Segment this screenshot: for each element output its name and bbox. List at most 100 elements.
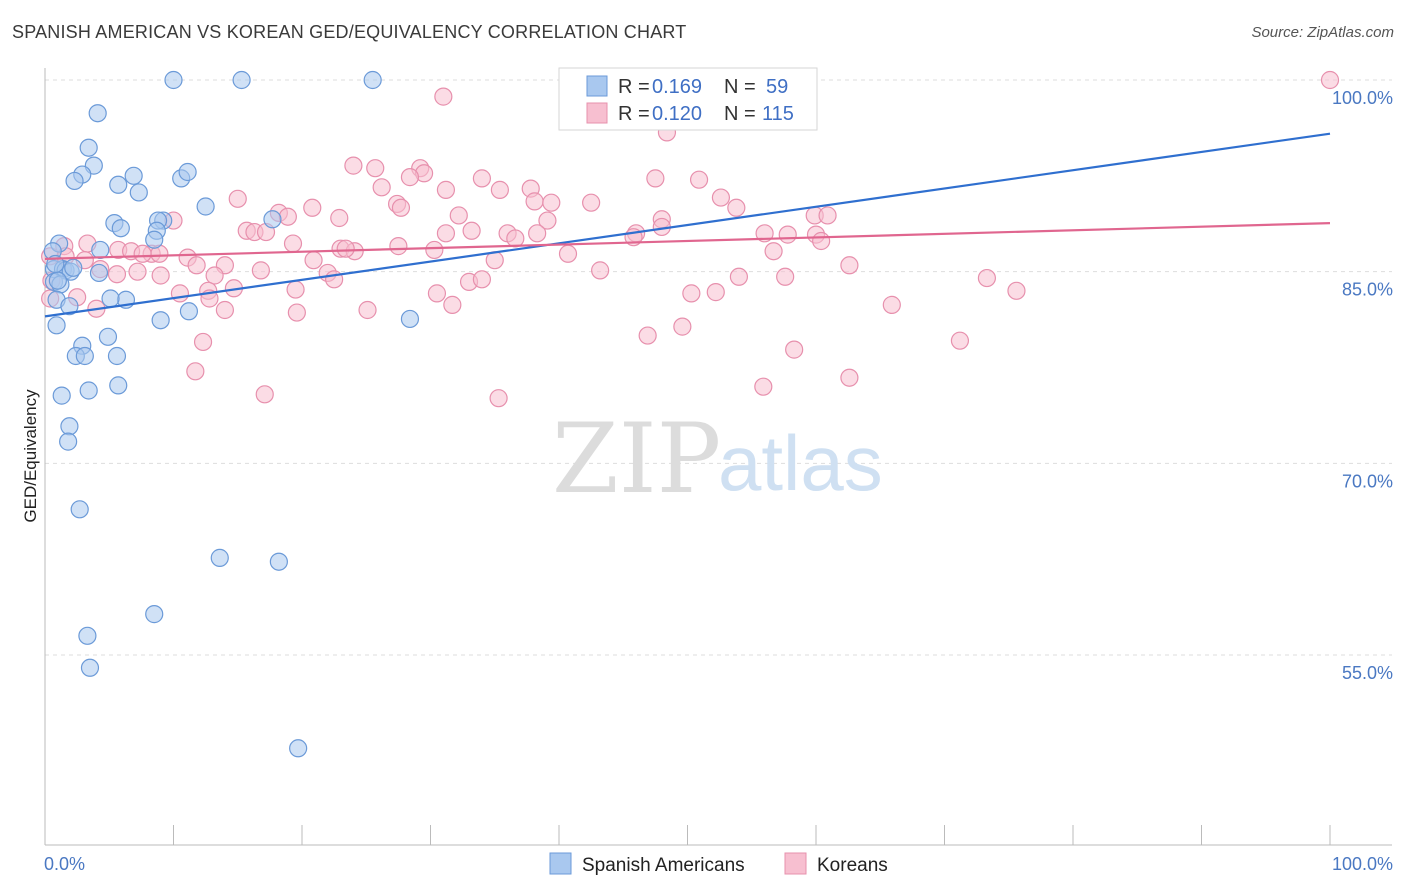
spanish-american-point	[363, 70, 382, 90]
korean-point	[682, 284, 701, 303]
axes	[44, 68, 1392, 846]
korean-point	[1320, 70, 1340, 90]
korean-point	[287, 303, 306, 322]
korean-point	[818, 206, 837, 225]
korean-point	[251, 261, 270, 280]
y-axis-label: GED/Equivalency	[21, 389, 40, 523]
spanish-american-point	[145, 230, 164, 249]
legend-n-label: N =	[724, 103, 756, 125]
spanish-american-point	[52, 386, 71, 405]
korean-point	[711, 188, 731, 207]
korean-point	[389, 237, 408, 256]
gridlines	[45, 79, 1392, 656]
korean-point	[330, 208, 349, 228]
korean-points	[41, 70, 1340, 408]
korean-point	[542, 193, 561, 212]
korean-trend-line	[44, 222, 1331, 260]
spanish-american-point	[64, 258, 83, 277]
legend-r-label: R =	[618, 103, 650, 125]
series-legend: Spanish Americans Koreans	[549, 852, 888, 876]
spanish-american-point	[263, 210, 282, 229]
legend-n-label: N =	[724, 76, 756, 98]
spanish-american-point	[179, 302, 199, 321]
y-tick-label: 85.0%	[1342, 280, 1393, 300]
korean-point	[706, 283, 725, 302]
korean-point	[528, 224, 547, 243]
spanish-american-point	[98, 327, 118, 346]
spanish-american-point	[400, 309, 420, 329]
korean-point	[425, 240, 444, 260]
korean-point	[472, 169, 491, 188]
y-tick-label: 55.0%	[1342, 663, 1393, 683]
korean-point	[336, 239, 355, 258]
spanish-american-point	[80, 658, 100, 677]
spanish-american-point	[210, 548, 229, 567]
korean-point	[344, 156, 363, 175]
korean-point	[490, 180, 509, 199]
spanish-american-point	[79, 138, 98, 157]
korean-point	[462, 221, 481, 240]
spanish-american-point	[178, 162, 197, 182]
spanish-american-point	[79, 381, 98, 400]
korean-point	[278, 207, 297, 226]
legend-swatch-koreans	[586, 102, 608, 124]
korean-point	[107, 265, 127, 284]
spanish-american-point	[60, 297, 79, 316]
korean-point	[525, 192, 544, 211]
spanish-american-point	[109, 376, 128, 395]
trend-lines	[44, 132, 1331, 318]
korean-point	[950, 331, 970, 350]
spanish-american-point	[65, 171, 84, 191]
korean-point	[582, 193, 601, 212]
korean-point	[472, 270, 491, 289]
korean-point	[215, 300, 234, 320]
spanish-american-point	[232, 70, 251, 90]
bottom-legend-koreans: Koreans	[817, 855, 888, 876]
korean-point	[1007, 281, 1026, 300]
spanish-american-point	[47, 316, 66, 335]
korean-point	[304, 251, 323, 270]
spanish-american-point	[124, 166, 143, 185]
bottom-legend-swatch-spanish-americans	[549, 852, 572, 875]
y-tick-label: 70.0%	[1342, 471, 1393, 491]
y-tick-label: 100.0%	[1332, 88, 1393, 108]
korean-point	[358, 300, 377, 320]
watermark-zip: ZIP	[552, 403, 721, 515]
korean-point	[434, 87, 453, 106]
spanish-american-point	[88, 104, 107, 123]
korean-point	[538, 211, 557, 230]
x-tick-label: 0.0%	[44, 854, 85, 874]
x-tick-label: 100.0%	[1332, 854, 1393, 874]
korean-point	[776, 267, 795, 286]
watermark-atlas: atlas	[718, 419, 883, 507]
korean-point	[151, 266, 170, 285]
spanish-american-point	[48, 271, 67, 290]
korean-point	[205, 266, 224, 285]
korean-point	[729, 267, 749, 286]
korean-point	[778, 225, 797, 244]
korean-point	[283, 234, 303, 253]
korean-point	[193, 332, 213, 352]
korean-point	[506, 229, 525, 248]
korean-point	[436, 224, 456, 243]
korean-point	[372, 178, 391, 197]
spanish-american-point	[145, 605, 164, 624]
korean-point	[689, 170, 709, 189]
spanish-american-point	[129, 183, 148, 202]
spanish-american-point	[111, 219, 130, 238]
spanish-american-point	[109, 175, 128, 194]
korean-point	[638, 326, 657, 345]
korean-point	[391, 198, 411, 217]
korean-point	[755, 224, 774, 243]
korean-point	[449, 206, 468, 225]
korean-point	[303, 198, 322, 217]
korean-point	[882, 295, 901, 314]
korean-point	[489, 389, 508, 408]
korean-point	[286, 280, 305, 299]
korean-point	[427, 284, 447, 303]
spanish-american-point	[164, 70, 183, 90]
bottom-legend-swatch-koreans	[784, 852, 807, 875]
korean-point	[128, 262, 147, 281]
legend-r-value-koreans: 0.120	[652, 103, 702, 125]
